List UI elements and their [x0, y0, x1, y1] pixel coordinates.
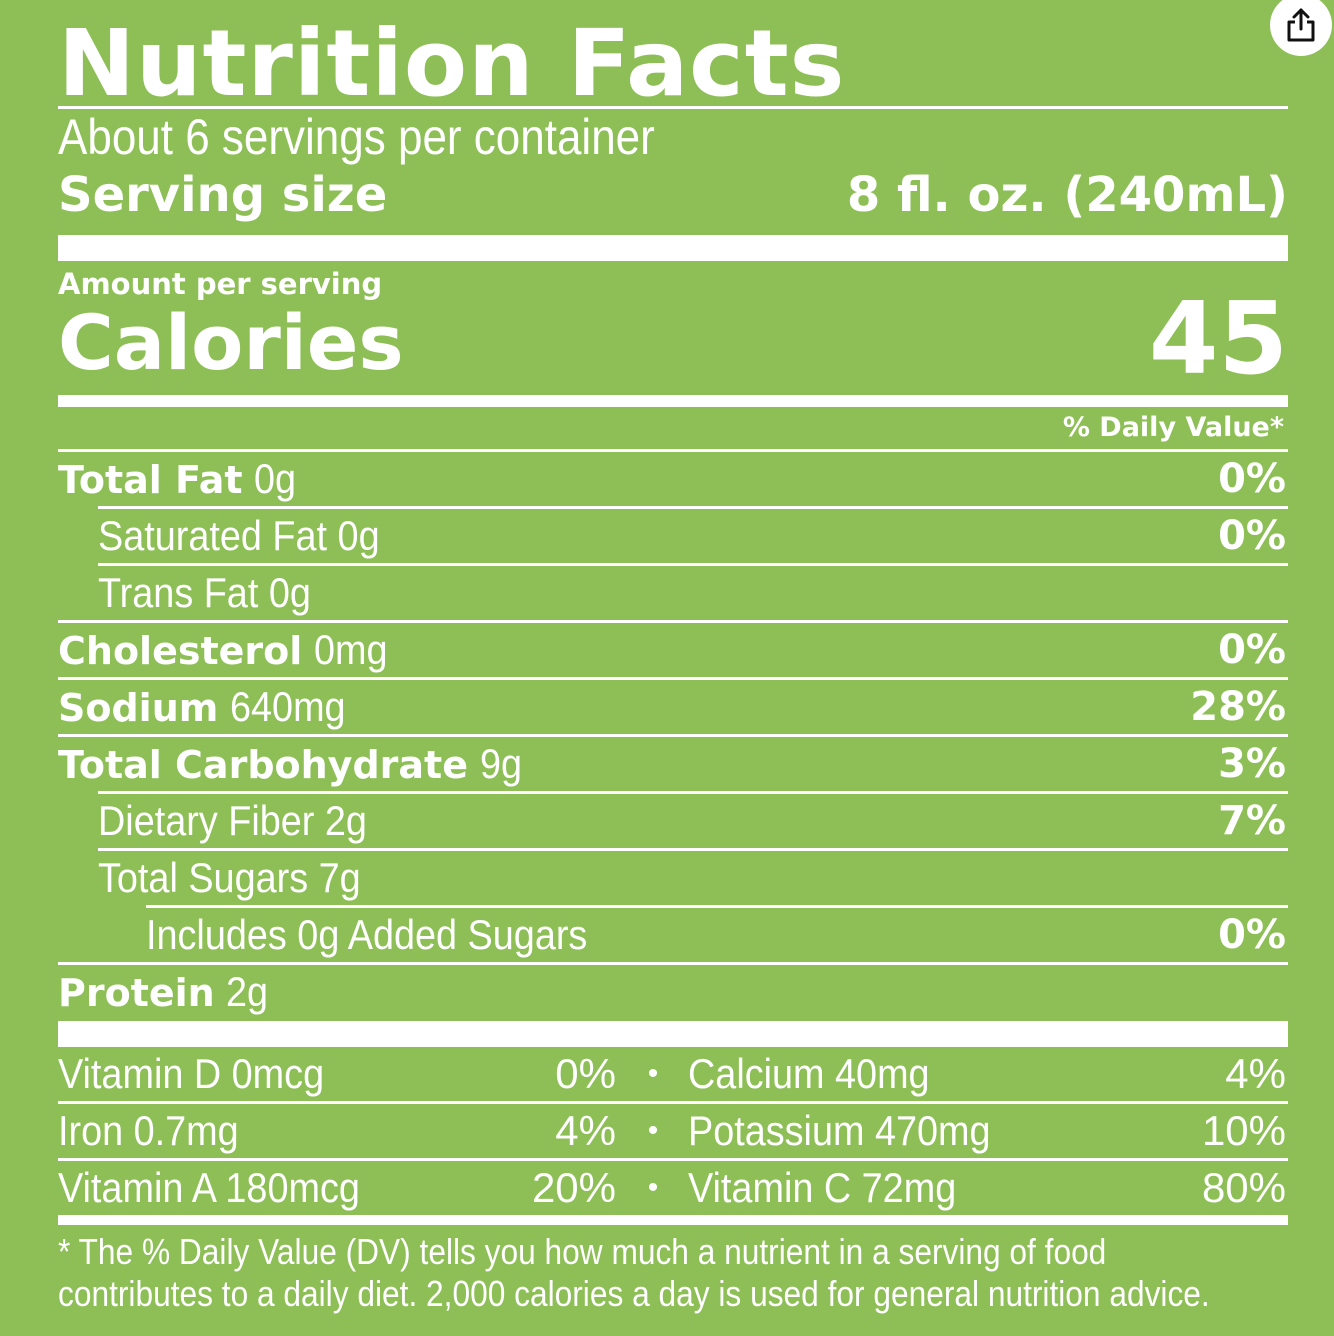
nutrient-name: Total Carbohydrate — [58, 743, 468, 787]
vitamin-cell: Vitamin C 72mg 80% — [688, 1158, 1288, 1215]
nutrient-name: Cholesterol — [58, 629, 303, 673]
footnote-line: contributes to a daily diet. 2,000 calor… — [58, 1273, 1210, 1314]
nutrient-row-added-sugars: Includes 0g Added Sugars 0% — [146, 905, 1288, 962]
servings-per-container: About 6 servings per container — [58, 109, 655, 165]
nutrient-name: Total Sugars — [98, 854, 309, 901]
nutrient-row-dietary-fiber: Dietary Fiber 2g 7% — [98, 791, 1288, 848]
vitamin-cell: Vitamin A 180mcg 20% — [58, 1158, 618, 1215]
nutrient-dv: 28% — [1190, 684, 1286, 730]
bullet-separator: • — [647, 1057, 659, 1090]
vitamin-cell: Calcium 40mg 4% — [688, 1047, 1288, 1101]
nutrient-name: Trans Fat — [98, 569, 259, 616]
nutrient-name: Saturated Fat — [98, 512, 328, 559]
share-button[interactable] — [1270, 0, 1332, 56]
nutrient-amount: 640mg — [230, 683, 346, 730]
nutrient-name: Dietary Fiber — [98, 797, 315, 844]
thick-divider — [58, 235, 1288, 261]
vitamins-minerals: Vitamin D 0mcg 0% • Calcium 40mg 4% Iron 0… — [58, 1047, 1288, 1215]
serving-size-row: Serving size 8 fl. oz. (240mL) — [58, 165, 1288, 223]
divider — [58, 106, 1288, 109]
vitamin-dv: 0% — [555, 1050, 616, 1097]
nutrient-dv: 3% — [1218, 741, 1286, 787]
nutrient-amount: 7g — [318, 854, 361, 901]
bullet-separator: • — [618, 1101, 688, 1158]
vitamin-cell: Iron 0.7mg 4% — [58, 1101, 618, 1158]
nutrient-row-trans-fat: Trans Fat 0g — [98, 563, 1288, 620]
vitamin-name: Vitamin C 72mg — [688, 1164, 957, 1211]
nutrient-row-total-sugars: Total Sugars 7g — [98, 848, 1288, 905]
share-icon — [1287, 8, 1315, 42]
footnote-line: * The % Daily Value (DV) tells you how m… — [58, 1231, 1107, 1272]
thick-divider — [58, 1021, 1288, 1047]
calories-row: Calories 45 — [58, 289, 1288, 389]
serving-size-label: Serving size — [58, 167, 388, 223]
vitamin-dv: 4% — [555, 1107, 616, 1154]
vitamin-dv: 20% — [531, 1164, 616, 1211]
nutrient-row-sodium: Sodium 640mg 28% — [58, 677, 1288, 734]
medium-divider — [58, 1215, 1288, 1225]
calories-value: 45 — [1148, 280, 1288, 397]
nutrient-row-total-fat: Total Fat 0g 0% — [58, 449, 1288, 506]
vitamin-dv: 80% — [1201, 1164, 1286, 1211]
bullet-separator: • — [618, 1158, 688, 1215]
vitamin-name: Vitamin D 0mcg — [58, 1050, 325, 1097]
nutrient-row-total-carbohydrate: Total Carbohydrate 9g 3% — [58, 734, 1288, 791]
nutrient-name: Sodium — [58, 686, 219, 730]
vitamin-dv: 4% — [1225, 1050, 1286, 1097]
daily-value-header: % Daily Value* — [1062, 412, 1284, 443]
nutrient-dv: 0% — [1218, 912, 1286, 958]
nutrient-amount: 9g — [479, 740, 522, 787]
nutrient-dv: 0% — [1218, 456, 1286, 502]
nutrient-amount: 2g — [226, 968, 269, 1015]
vitamin-name: Vitamin A 180mcg — [58, 1164, 360, 1211]
nutrient-amount: 2g — [324, 797, 367, 844]
daily-value-footnote: * The % Daily Value (DV) tells you how m… — [58, 1231, 1288, 1315]
nutrient-name: Total Fat — [58, 458, 243, 502]
nutrient-name: Protein — [58, 971, 215, 1015]
nutrient-name: Includes 0g Added Sugars — [146, 911, 588, 958]
nutrient-dv: 7% — [1218, 798, 1286, 844]
nutrient-row-cholesterol: Cholesterol 0mg 0% — [58, 620, 1288, 677]
medium-divider — [58, 395, 1288, 407]
nutrient-row-protein: Protein 2g — [58, 962, 1288, 1019]
vitamin-cell: Potassium 470mg 10% — [688, 1101, 1288, 1158]
nutrient-amount: 0g — [254, 455, 297, 502]
nutrition-facts-panel: Nutrition Facts About 6 servings per con… — [58, 10, 1288, 1315]
nutrient-amount: 0mg — [313, 626, 388, 673]
nutrition-facts-title: Nutrition Facts — [58, 10, 846, 117]
vitamin-name: Calcium 40mg — [688, 1050, 930, 1097]
vitamin-dv: 10% — [1201, 1107, 1286, 1154]
vitamin-name: Iron 0.7mg — [58, 1107, 239, 1154]
serving-size-value: 8 fl. oz. (240mL) — [846, 167, 1288, 223]
amount-per-serving: Amount per serving — [58, 267, 383, 301]
nutrient-amount: 0g — [337, 512, 380, 559]
calories-label: Calories — [58, 298, 404, 387]
nutrient-amount: 0g — [268, 569, 311, 616]
nutrient-dv: 0% — [1218, 513, 1286, 559]
nutrient-row-saturated-fat: Saturated Fat 0g 0% — [98, 506, 1288, 563]
nutrient-dv: 0% — [1218, 627, 1286, 673]
vitamin-cell: Vitamin D 0mcg 0% — [58, 1047, 618, 1101]
vitamin-name: Potassium 470mg — [688, 1107, 991, 1154]
